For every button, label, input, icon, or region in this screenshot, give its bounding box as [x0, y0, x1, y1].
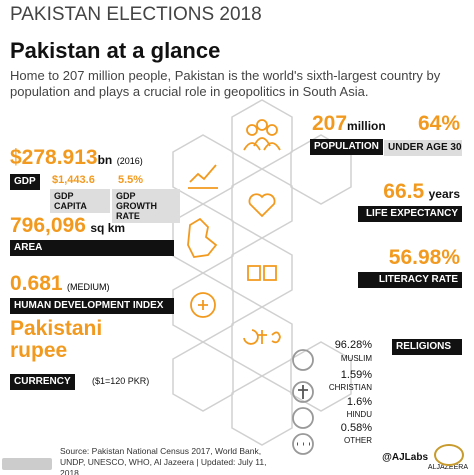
icons: [187, 119, 314, 455]
under30-label: UNDER AGE 30: [384, 140, 462, 156]
religion-name: MUSLIM: [340, 354, 372, 363]
religion-name: CHRISTIAN: [328, 383, 372, 392]
religions-label: RELIGIONS: [392, 339, 462, 355]
religion-name: HINDU: [346, 410, 372, 419]
gdp-label: GDP: [10, 174, 40, 190]
intro: Home to 207 million people, Pakistan is …: [10, 68, 441, 99]
religion-name: OTHER: [344, 436, 372, 445]
life-label: LIFE EXPECTANCY: [358, 206, 462, 222]
currency-value: Pakistani rupee: [10, 317, 103, 362]
area-unit: sq km: [90, 221, 126, 235]
currency-label: CURRENCY: [10, 374, 75, 390]
currency-note: ($1=120 PKR): [92, 376, 150, 386]
hdi-note: (MEDIUM): [67, 282, 110, 292]
gdp-capita-label: GDP CAPITA: [50, 189, 110, 213]
brand: ALJAZEERA: [427, 464, 468, 471]
religion-value: 1.59%: [340, 369, 372, 381]
title: Pakistan at a glance: [10, 38, 221, 63]
religion-value: 1.6%: [346, 396, 372, 408]
religion-value: 0.58%: [340, 422, 372, 434]
gdp-value: $278.913: [10, 146, 98, 169]
area-label: AREA: [10, 240, 174, 256]
life-value: 66.5: [383, 180, 425, 203]
religion-value: 96.28%: [334, 339, 372, 351]
gdp-capita-value: $1,443.6: [52, 174, 95, 186]
gdp-note: (2016): [116, 156, 143, 166]
gdp-growth-label: GDP GROWTH RATE: [112, 189, 180, 223]
under30-value: 64%: [417, 112, 460, 135]
handle: @AJLabs: [382, 452, 428, 463]
hdi-label: HUMAN DEVELOPMENT INDEX: [10, 298, 174, 314]
population-unit: million: [347, 119, 386, 133]
kicker: PAKISTAN ELECTIONS 2018: [10, 4, 262, 25]
area-value: 796,096: [10, 214, 86, 237]
hdi-value: 0.681: [10, 272, 63, 295]
logo: [434, 444, 464, 466]
source: Source: Pakistan National Census 2017, W…: [60, 446, 267, 475]
literacy-value: 56.98%: [388, 246, 460, 269]
gdp-unit: bn: [97, 153, 113, 167]
population-label: POPULATION: [310, 139, 383, 155]
life-unit: years: [428, 187, 460, 201]
license-badge: [2, 458, 52, 470]
literacy-label: LITERACY RATE: [358, 272, 462, 288]
population-value: 207: [312, 112, 348, 135]
gdp-growth-value: 5.5%: [118, 174, 144, 186]
